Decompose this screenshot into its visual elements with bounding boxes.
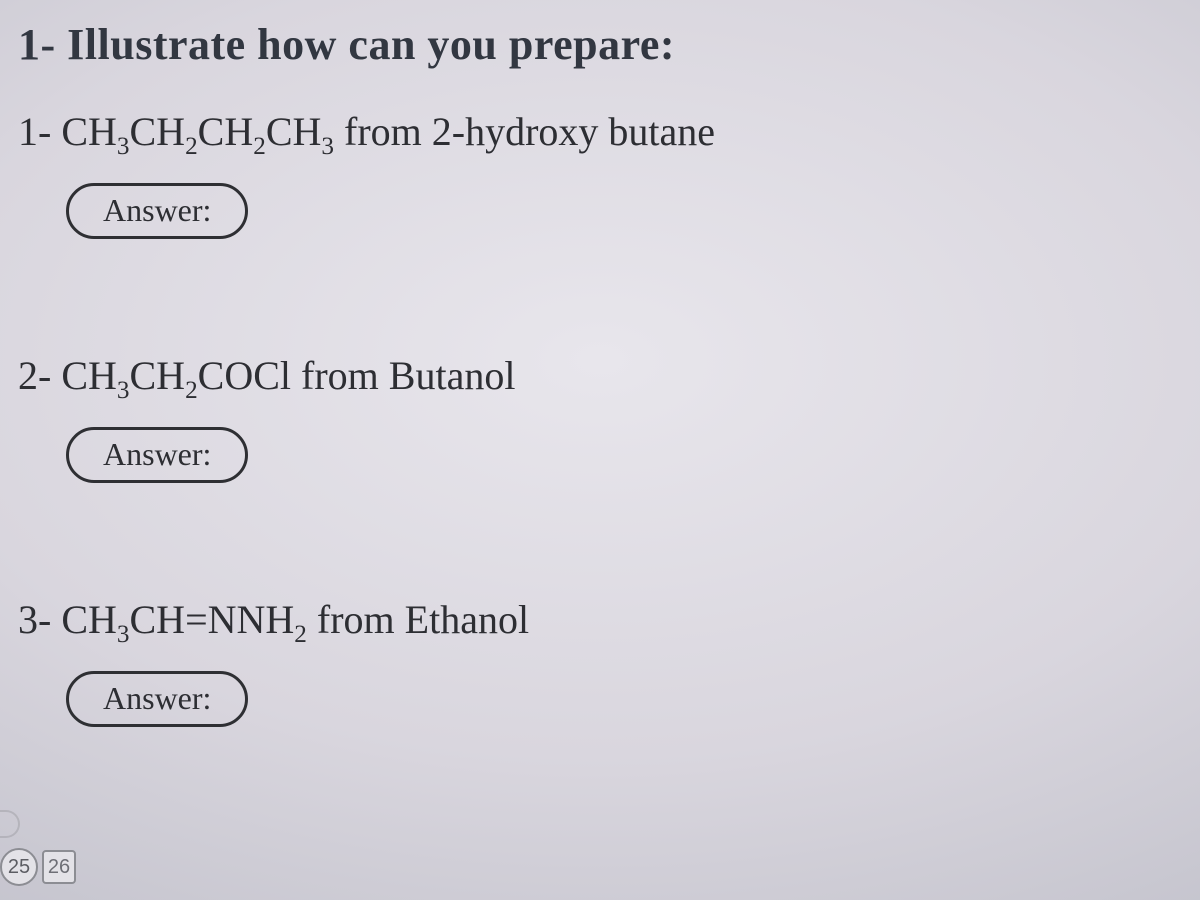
question-1: 1- CH3CH2CH2CH3 from 2-hydroxy butane An… (18, 105, 1160, 239)
formula-sub: 2 (294, 621, 307, 648)
formula-part: CH (130, 353, 186, 398)
question-3-number: 3- (18, 597, 61, 642)
partial-ui-icon (0, 810, 20, 838)
formula-part: CH (130, 109, 186, 154)
page-next-badge[interactable]: 26 (42, 850, 76, 884)
formula-part: CH=NNH (130, 597, 295, 642)
page-title: 1- Illustrate how can you prepare: (18, 20, 1160, 71)
question-1-tail: from 2-hydroxy butane (334, 109, 715, 154)
question-1-number: 1- (18, 109, 61, 154)
formula-sub: 3 (117, 133, 130, 160)
question-1-text: 1- CH3CH2CH2CH3 from 2-hydroxy butane (18, 105, 1160, 159)
question-2-tail: from Butanol (291, 353, 515, 398)
question-3-text: 3- CH3CH=NNH2 from Ethanol (18, 593, 1160, 647)
formula-sub: 2 (185, 377, 198, 404)
answer-button-1[interactable]: Answer: (66, 183, 248, 239)
formula-sub: 3 (117, 377, 130, 404)
formula-part: CH (198, 109, 254, 154)
formula-part: CH (61, 353, 117, 398)
formula-part: CH (266, 109, 322, 154)
question-3-tail: from Ethanol (307, 597, 529, 642)
question-2: 2- CH3CH2COCl from Butanol Answer: (18, 349, 1160, 483)
formula-sub: 3 (321, 133, 334, 160)
formula-part: CH (61, 109, 117, 154)
formula-part: COCl (198, 353, 291, 398)
question-2-number: 2- (18, 353, 61, 398)
question-2-text: 2- CH3CH2COCl from Butanol (18, 349, 1160, 403)
answer-button-3[interactable]: Answer: (66, 671, 248, 727)
question-3: 3- CH3CH=NNH2 from Ethanol Answer: (18, 593, 1160, 727)
formula-sub: 3 (117, 621, 130, 648)
page-current-badge[interactable]: 25 (0, 848, 38, 886)
formula-sub: 2 (253, 133, 266, 160)
page-number-group: 25 26 (0, 848, 76, 886)
worksheet-page: 1- Illustrate how can you prepare: 1- CH… (0, 0, 1200, 900)
answer-button-2[interactable]: Answer: (66, 427, 248, 483)
formula-sub: 2 (185, 133, 198, 160)
formula-part: CH (61, 597, 117, 642)
